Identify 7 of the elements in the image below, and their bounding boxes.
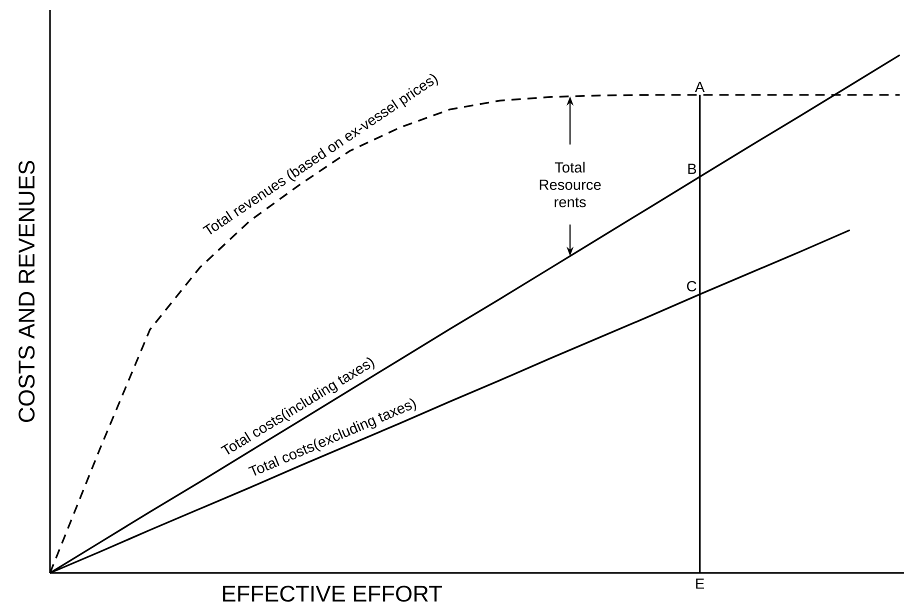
x-axis-title: EFFECTIVE EFFORT: [223, 586, 442, 602]
annotation: C: [687, 281, 696, 292]
annotation: A: [694, 82, 705, 92]
annotation: B: [688, 164, 696, 174]
y-axis-title: COSTS AND REVENUES: [18, 160, 35, 422]
text: E: [696, 578, 704, 589]
annotation: Total Resource rents: [540, 162, 601, 208]
